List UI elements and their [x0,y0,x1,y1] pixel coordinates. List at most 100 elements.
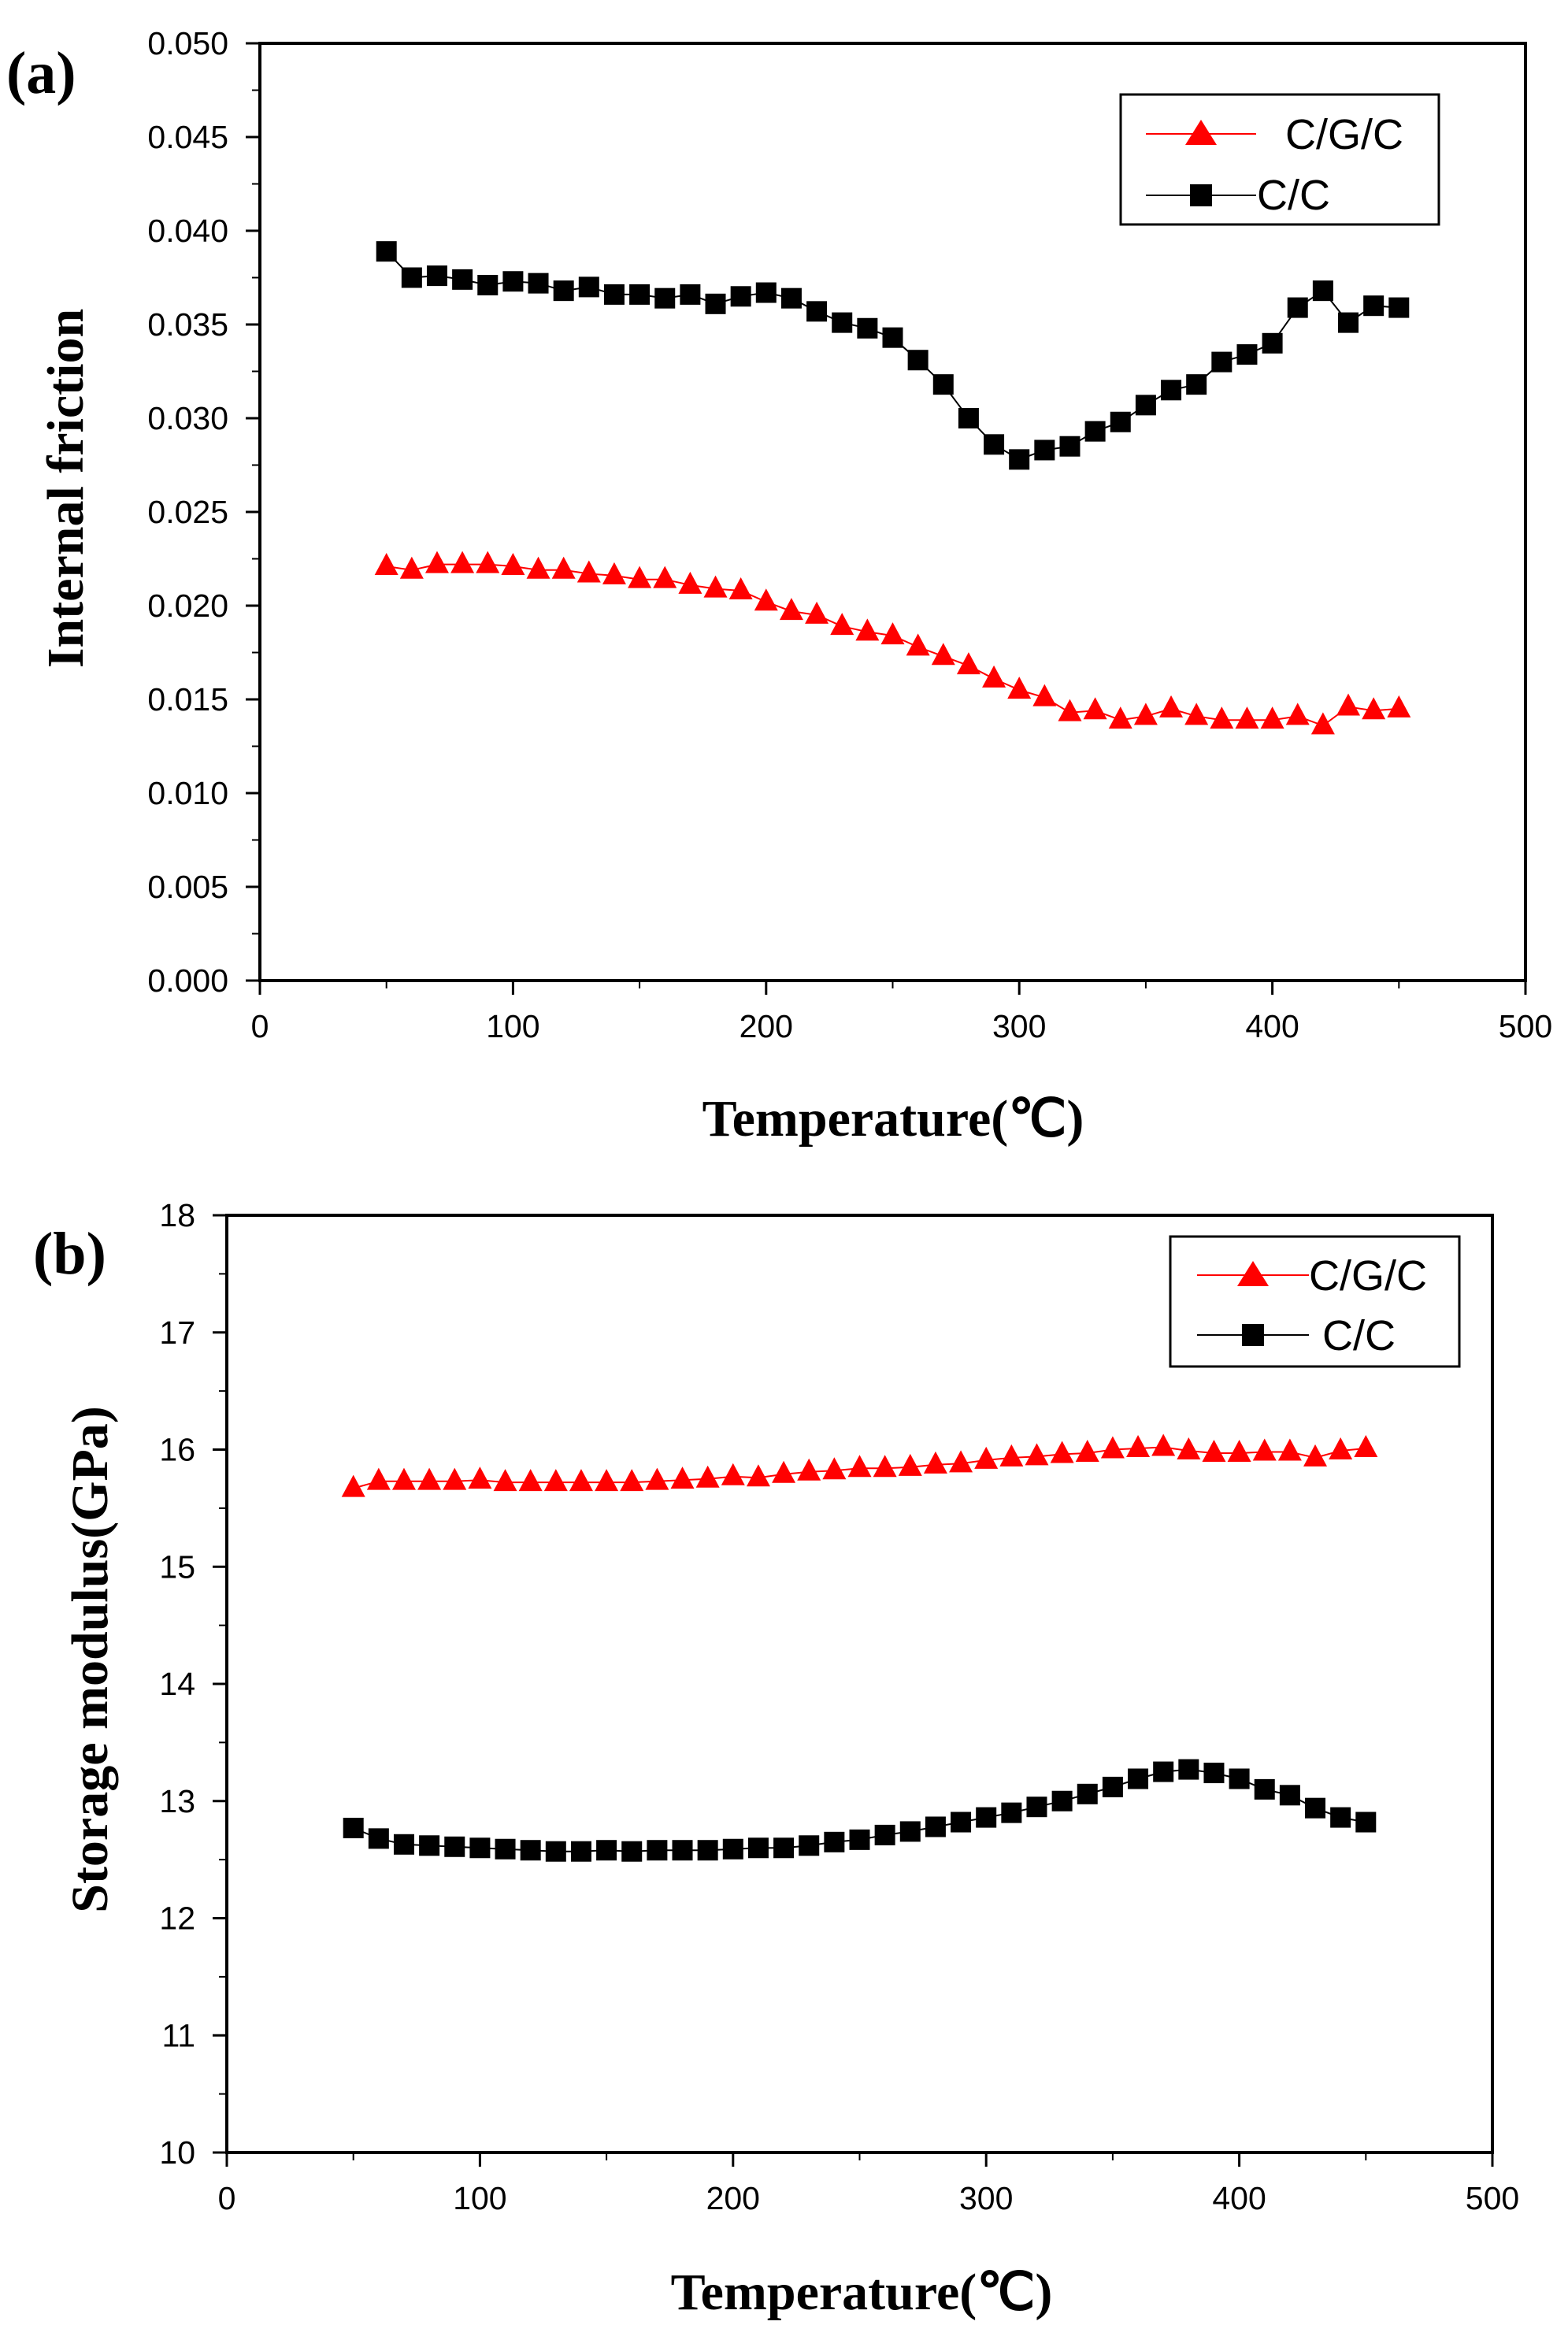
panel-b-data-point [1001,1802,1022,1823]
panel-b-x-tick-label: 400 [1212,2180,1266,2216]
panel-a-y-tick-label: 0.050 [147,25,228,61]
panel-a-data-point [1083,697,1107,720]
panel-a-x-tick-label: 200 [740,1008,793,1044]
panel-a-data-point [932,374,954,395]
panel-b-data-point [898,1453,922,1476]
panel-a-series-cgc [374,551,1411,735]
panel-a-data-point [956,652,980,675]
panel-b-data-point [1202,1439,1226,1462]
panel-a-data-point [1260,706,1284,729]
panel-b-axes: 0 100 200 300 400 500 10 11 12 13 14 15 16 17 18 [159,1197,1519,2216]
panel-b-data-point [1026,1797,1047,1818]
panel-a-data-point [779,598,803,621]
panel-a-data-point [806,301,828,322]
panel-a-legend-marker-cc [1190,184,1212,206]
panel-b-data-point [697,1840,718,1861]
panel-b-data-point [873,1455,897,1478]
panel-a-data-point [1159,695,1184,718]
panel-a-data-point [376,241,397,262]
panel-b-data-point [722,1838,743,1860]
panel-b-data-point [495,1838,516,1860]
panel-b-data-point [1153,1761,1174,1782]
panel-b-legend-label-cc: C/C [1322,1312,1396,1359]
panel-a-data-point [830,613,854,636]
panel-a-data-point [1032,684,1057,706]
panel-a-data-point [855,618,880,641]
panel-b-y-axis-title: Storage modulus(GPa) [61,1406,119,1913]
panel-a-data-point [680,284,701,305]
panel-a-data-point [501,553,525,576]
panel-a-data-point [1336,693,1361,716]
panel-b-data-point [899,1821,921,1842]
panel-b-legend-marker-cgc [1237,1261,1269,1286]
panel-a-data-point [1186,374,1207,395]
panel-a-data-point [452,269,473,290]
panel-b-data-point [393,1834,414,1855]
panel-b-data-point [721,1463,745,1485]
panel-a-x-axis-title: Temperature(℃) [702,1090,1084,1148]
panel-a-x-tick-label: 300 [992,1008,1046,1044]
panel-a-y-tick-label: 0.005 [147,869,228,905]
panel-a-data-point [882,327,903,348]
panel-b-data-point [772,1460,796,1483]
panel-b-legend-label-cgc: C/G/C [1309,1252,1427,1300]
panel-a-data-point [401,267,422,288]
panel-a-data-point [653,566,677,588]
panel-a-data-point [728,577,753,599]
panel-b-data-point [1178,1759,1199,1780]
panel-a-data-point [1110,411,1131,432]
panel-b-data-point [672,1840,693,1861]
panel-b-y-tick-label: 17 [159,1315,195,1351]
panel-b-data-point [645,1467,669,1490]
panel-b-y-tick-label: 10 [159,2134,195,2171]
panel-b-data-point [951,1811,972,1833]
panel-b-data-point [493,1469,517,1492]
panel-a-data-point [1135,395,1156,416]
panel-a-data-point [705,293,726,314]
panel-a-y-tick-label: 0.015 [147,681,228,718]
panel-b-data-point [1077,1783,1098,1804]
panel-a-data-point [1210,706,1234,729]
panel-b-data-point [1151,1433,1176,1456]
panel-a-data-point [399,556,424,579]
panel-b-data-point [443,1467,467,1490]
panel-a-data-point [1236,344,1258,365]
panel-a-data-point [1059,436,1081,457]
panel-b-y-tick-label: 13 [159,1783,195,1819]
panel-a-data-point [477,275,499,296]
panel-a-data-point [628,566,652,588]
panel-b-label: (b) [33,1221,106,1287]
panel-b-data-point [1229,1768,1250,1789]
panel-a-data-point [1009,449,1030,470]
panel-b-data-point [543,1469,568,1492]
panel-b-data-point [1126,1435,1151,1458]
panel-b-data-point [569,1469,593,1492]
panel-a-data-point [984,434,1005,455]
panel-b-y-tick-label: 15 [159,1548,195,1585]
panel-b-data-point [1254,1778,1275,1800]
panel-a-data-point [654,287,676,309]
panel-b-legend-box [1169,1235,1461,1368]
panel-b-data-point [468,1467,492,1489]
panel-a-data-point [424,551,449,573]
panel-b-data-point [520,1840,541,1861]
panel-b-data-point [444,1836,465,1857]
panel-b-data-point [1051,1790,1073,1811]
panel-a-data-point [551,556,576,579]
panel-a-y-tick-label: 0.000 [147,962,228,999]
panel-a-data-point [629,284,651,305]
panel-a-data-point [578,276,599,298]
panel-a-y-tick-label: 0.020 [147,588,228,624]
panel-b-data-point [746,1464,770,1487]
panel-b-data-point [545,1841,566,1862]
panel-a-x-tick-label: 0 [251,1008,269,1044]
panel-a-data-point [703,575,728,598]
panel-a-axes: 0 100 200 300 400 500 0.000 0.005 0.010 0.015 0.02… [147,25,1552,1044]
panel-a-data-point [1084,421,1106,442]
panel-a-data-point [502,271,524,292]
panel-a-legend-box [1119,93,1440,226]
panel-a-y-tick-label: 0.010 [147,775,228,811]
panel-a-data-point [1161,380,1182,401]
panel-b-data-point [1102,1776,1123,1797]
panel-b-series-cc [343,1759,1377,1862]
